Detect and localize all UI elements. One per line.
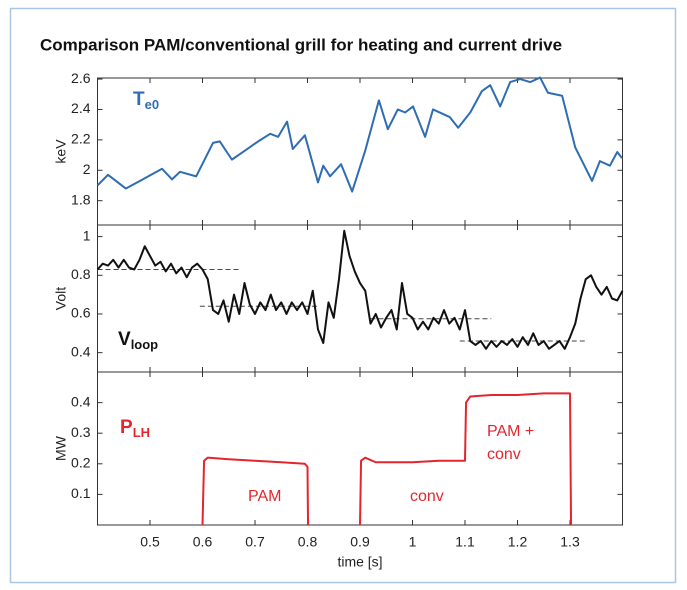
chart-title: Comparison PAM/conventional grill for he… (40, 35, 562, 54)
x-tick-label: 0.5 (140, 534, 160, 550)
y-tick-label: 1 (83, 227, 91, 243)
y-tick-label: 2.6 (71, 70, 91, 86)
panel-label-main: T (133, 89, 145, 110)
panel-label-sub: loop (131, 337, 158, 352)
x-tick-label: 0.8 (298, 534, 318, 550)
x-tick-label: 1.3 (560, 534, 580, 550)
annotation: conv (487, 446, 521, 463)
y-tick-label: 2.4 (71, 100, 91, 116)
y-axis-label: keV (53, 139, 69, 164)
x-tick-label: 0.6 (193, 534, 213, 550)
y-axis-label: MW (53, 435, 69, 461)
y-tick-label: 0.4 (71, 393, 91, 409)
x-axis-label: time [s] (337, 554, 382, 570)
x-tick-label: 1 (409, 534, 417, 550)
y-tick-label: 0.3 (71, 424, 91, 440)
data-line (201, 392, 573, 526)
y-tick-label: 0.1 (71, 485, 91, 501)
x-tick-label: 0.9 (350, 534, 370, 550)
y-tick-label: 2 (83, 161, 91, 177)
frame (9, 7, 677, 584)
y-tick-label: 0.2 (71, 455, 91, 471)
y-tick-label: 2.2 (71, 131, 91, 147)
panel-label: PLH (120, 417, 150, 440)
x-tick-label: 1.1 (455, 534, 475, 550)
x-tick-label: 0.7 (245, 534, 265, 550)
data-line (96, 229, 624, 350)
panel-label: Vloop (118, 329, 158, 352)
y-tick-label: 1.8 (71, 191, 91, 207)
panel-label-sub: e0 (145, 97, 159, 112)
y-axis-label: Volt (53, 287, 69, 310)
y-tick-label: 0.6 (71, 305, 91, 321)
panel-label-main: P (120, 417, 133, 438)
annotation: conv (410, 488, 444, 505)
panel-label: Te0 (133, 89, 159, 112)
annotation: PAM + (487, 423, 534, 440)
panel-label-sub: LH (133, 425, 150, 440)
annotation: PAM (248, 488, 281, 505)
y-tick-label: 0.8 (71, 266, 91, 282)
y-tick-label: 0.4 (71, 343, 91, 359)
panel-label-main: V (118, 329, 131, 350)
data-line (96, 76, 623, 193)
x-tick-label: 1.2 (508, 534, 528, 550)
